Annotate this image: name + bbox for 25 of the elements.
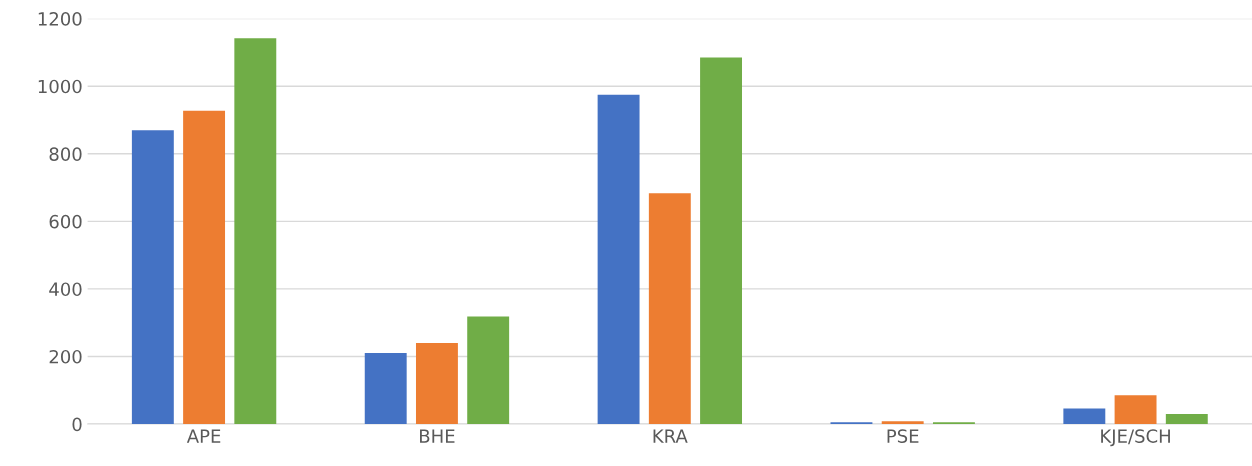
x-tick-label: APE: [186, 429, 221, 443]
bar: [1114, 395, 1157, 425]
bar: [234, 38, 277, 425]
bar: [881, 421, 924, 425]
y-tick-label: 1000: [38, 79, 82, 94]
y-tick-label: 0: [72, 417, 82, 432]
y-tick-label: 400: [49, 282, 82, 297]
bar: [1063, 408, 1106, 425]
y-tick-label: 800: [49, 147, 82, 161]
y-tick-label: 1200: [38, 12, 82, 26]
bar: [467, 316, 510, 425]
bar: [648, 193, 691, 425]
x-tick-label: KJE/SCH: [1101, 429, 1170, 447]
bar: [597, 94, 640, 425]
x-tick-label: PSE: [887, 429, 919, 443]
bar: [1165, 413, 1208, 425]
bar: [700, 57, 743, 425]
x-tick-label: BHE: [420, 429, 455, 443]
y-tick-label: 200: [49, 349, 82, 364]
bar: [183, 110, 226, 425]
bar: [131, 130, 174, 425]
x-tick-label: KRA: [653, 429, 688, 443]
bar: [364, 353, 407, 425]
y-tick-label: 600: [49, 214, 82, 229]
bar: [415, 342, 458, 425]
